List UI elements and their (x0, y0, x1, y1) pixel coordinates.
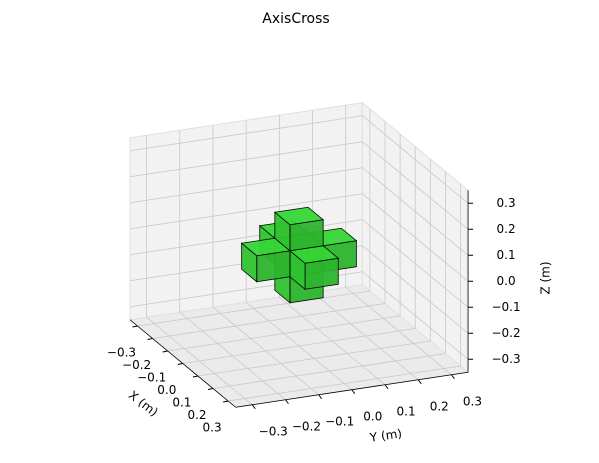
z-tick-label: −0.1 (491, 300, 520, 314)
x-tick-label: −0.2 (122, 358, 151, 372)
grid-line (212, 306, 319, 396)
grid-line (362, 219, 469, 308)
y-tick-label: 0.2 (430, 399, 449, 413)
voxel-face (273, 206, 325, 226)
y-tick-label: 0.0 (363, 409, 382, 423)
x-tick-label: 0.1 (172, 396, 191, 410)
z-tick-label: −0.3 (491, 352, 520, 366)
x-tick (162, 350, 168, 353)
grid-line (362, 193, 469, 282)
grid-line (179, 311, 286, 401)
x-tick (177, 363, 183, 365)
y-tick (351, 389, 356, 395)
grid-line (129, 115, 363, 152)
z-tick-label: 0.1 (497, 248, 516, 262)
y-tick-label: −0.2 (292, 419, 321, 433)
grid-line (362, 141, 469, 230)
x-tick (192, 375, 198, 378)
z-axis-label: Z (m) (539, 261, 553, 294)
x-tick-label: 0.0 (157, 383, 176, 397)
grid-line (129, 167, 363, 204)
grid-line (362, 245, 469, 334)
y-axis-line (235, 371, 469, 408)
grid-line (146, 316, 253, 406)
y-tick (251, 404, 256, 410)
y-tick (451, 374, 455, 380)
x-tick (223, 400, 229, 403)
x-tick (132, 325, 138, 328)
grid-line (362, 271, 469, 360)
grid-line (245, 301, 353, 391)
z-tick-label: 0.2 (497, 222, 516, 236)
x-tick-label: −0.1 (137, 371, 166, 385)
grid-line (129, 219, 363, 256)
x-tick-label: −0.3 (107, 346, 136, 360)
x-axis-line (129, 319, 236, 408)
grid-line (129, 193, 363, 230)
grid-line (279, 296, 386, 386)
y-tick (285, 399, 289, 405)
x-tick-label: 0.3 (203, 421, 222, 435)
y-axis-label: Y (m) (368, 426, 403, 444)
chart-title: AxisCross (262, 11, 329, 27)
x-tick-label: 0.2 (187, 408, 206, 422)
z-tick-label: −0.2 (491, 326, 520, 340)
y-tick-label: −0.1 (325, 414, 354, 428)
y-tick-label: 0.1 (397, 404, 416, 418)
x-tick (207, 388, 214, 390)
y-tick-label: 0.3 (463, 394, 482, 408)
y-tick (384, 384, 389, 390)
y-tick (417, 379, 422, 385)
x-axis-label: X (m) (126, 388, 161, 419)
grid-line (129, 141, 363, 178)
grid-line (362, 167, 469, 256)
z-tick-label: 0.0 (497, 274, 516, 288)
y-tick (318, 394, 323, 400)
grid-line (345, 286, 452, 376)
grid-line (362, 115, 469, 204)
grid-line (312, 291, 419, 381)
x-tick (147, 338, 153, 340)
y-tick-label: −0.3 (259, 424, 288, 438)
z-tick-label: 0.3 (497, 196, 516, 210)
